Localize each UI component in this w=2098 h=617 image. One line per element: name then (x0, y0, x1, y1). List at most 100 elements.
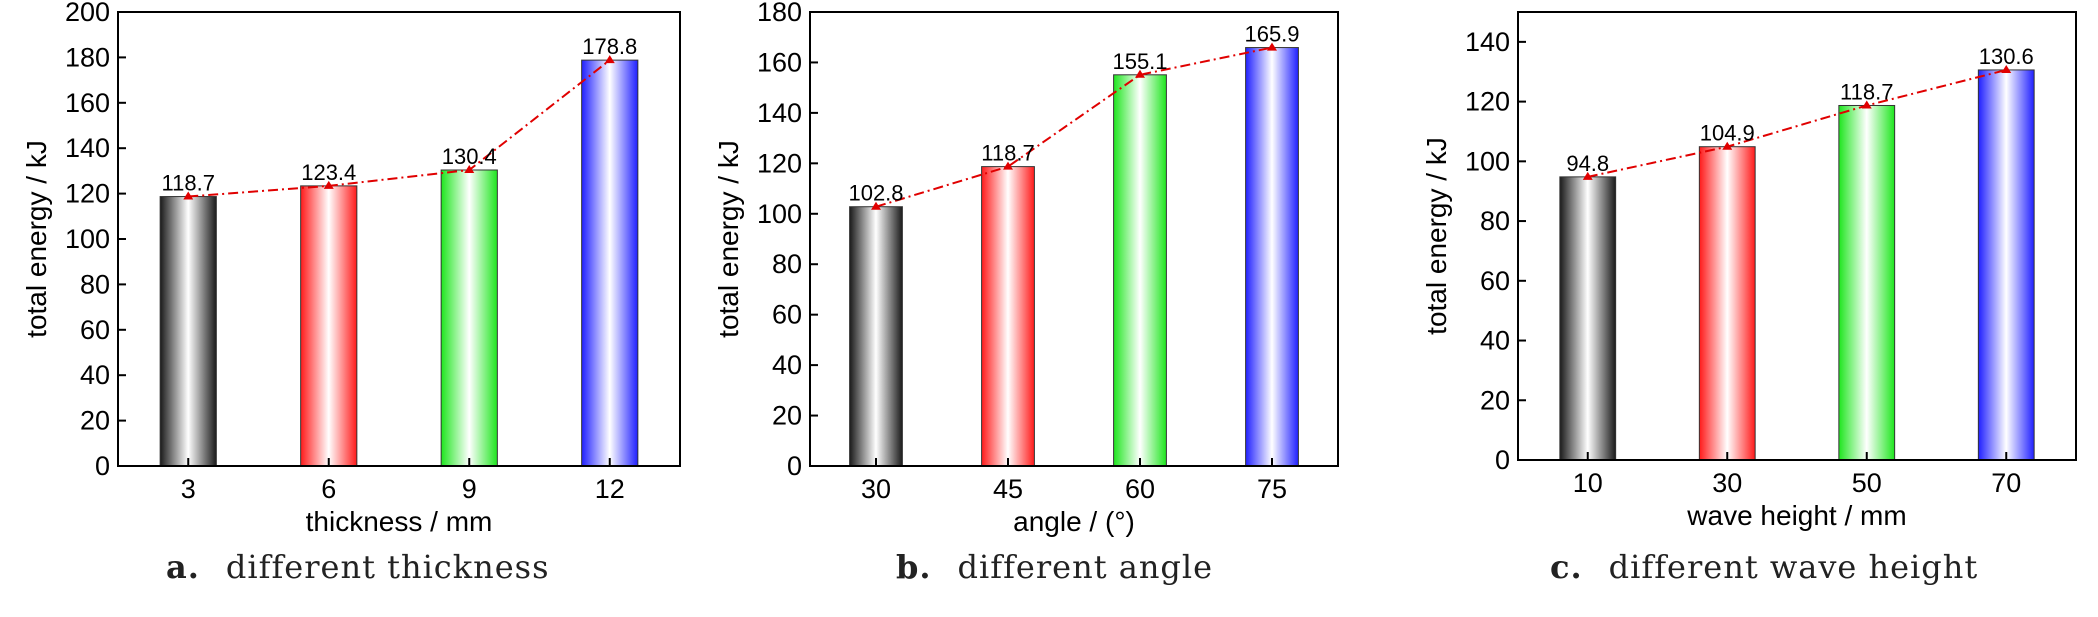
data-label-6: 123.4 (301, 160, 356, 185)
y-tick-label: 40 (772, 350, 802, 380)
y-tick-label: 100 (65, 224, 110, 254)
x-tick-label: 70 (1991, 468, 2021, 498)
y-tick-label: 140 (1465, 27, 1510, 57)
data-label-10: 94.8 (1566, 151, 1609, 176)
y-tick-label: 0 (1495, 445, 1510, 475)
y-tick-label: 180 (757, 0, 802, 27)
y-tick-label: 40 (80, 360, 110, 390)
trend-marker-50 (1861, 100, 1872, 109)
x-tick-label: 50 (1852, 468, 1882, 498)
plot-frame (809, 11, 1339, 467)
x-axis-label: wave height / mm (1686, 500, 1906, 531)
chart-a-svg: 118.7 123.4 130.4 178.8 0 20 40 60 80 100 120 140 16… (21, 0, 681, 537)
data-label-30: 104.9 (1700, 121, 1755, 146)
y-tick-label: 120 (1465, 87, 1510, 117)
trend-marker-6 (323, 180, 334, 189)
y-tick-label: 60 (772, 300, 802, 330)
caption-a: a. different thickness (166, 548, 550, 586)
y-tick-label: 0 (95, 451, 110, 481)
x-axis-label: thickness / mm (306, 506, 493, 537)
x-tick-label: 30 (1712, 468, 1742, 498)
y-tick-label: 120 (65, 179, 110, 209)
bar-6 (300, 185, 358, 467)
y-axis-label: total energy / kJ (1421, 137, 1452, 335)
y-tick-label: 60 (1480, 266, 1510, 296)
chart-panel-b: 102.8 118.7 155.1 165.9 0 20 40 60 80 100 120 140 16… (700, 0, 1400, 617)
data-label-30: 102.8 (848, 181, 903, 206)
data-label-60: 155.1 (1112, 49, 1167, 74)
x-tick-label: 60 (1125, 474, 1155, 504)
data-label-50: 118.7 (1840, 79, 1893, 104)
bar-30 (849, 206, 903, 467)
chart-panel-a: 118.7 123.4 130.4 178.8 0 20 40 60 80 100 120 140 16… (0, 0, 700, 617)
trend-marker-9 (464, 164, 475, 173)
y-tick-label: 60 (80, 315, 110, 345)
trend-marker-10 (1582, 171, 1593, 180)
data-label-45: 118.7 (981, 141, 1034, 166)
x-tick-label: 45 (993, 474, 1023, 504)
data-label-75: 165.9 (1244, 22, 1299, 47)
trend-marker-3 (183, 191, 194, 200)
trend-line (875, 46, 1273, 208)
trend-marker-45 (1003, 161, 1013, 170)
caption-b-label: b. (896, 548, 932, 586)
y-tick-label: 200 (65, 0, 110, 27)
bar-10 (1559, 176, 1617, 461)
data-label-12: 178.8 (582, 34, 637, 59)
x-tick-label: 3 (181, 474, 196, 504)
bar-60 (1113, 74, 1167, 467)
y-tick-label: 80 (80, 269, 110, 299)
y-axis-label: total energy / kJ (21, 140, 52, 338)
y-tick-label: 100 (1465, 146, 1510, 176)
chart-c-svg: 94.8 104.9 118.7 130.6 0 20 40 60 80 100 120 140 10 3… (1421, 11, 2077, 531)
trend-line (188, 59, 611, 198)
bar-75 (1245, 47, 1299, 467)
bar-30 (1698, 146, 1756, 461)
x-tick-label: 6 (321, 474, 336, 504)
y-tick-label: 80 (1480, 206, 1510, 236)
bar-12 (581, 59, 639, 467)
chart-b-svg: 102.8 118.7 155.1 165.9 0 20 40 60 80 100 120 140 16… (713, 0, 1339, 537)
caption-c-text: different wave height (1608, 548, 1979, 586)
bar-70 (1977, 69, 2035, 461)
x-tick-label: 75 (1257, 474, 1287, 504)
y-tick-label: 20 (80, 406, 110, 436)
y-tick-label: 20 (772, 401, 802, 431)
caption-a-text: different thickness (225, 548, 550, 586)
trend-marker-70 (2001, 64, 2012, 73)
bar-9 (440, 169, 498, 467)
bar-45 (981, 166, 1035, 467)
bar-3 (159, 196, 217, 467)
y-tick-label: 160 (757, 47, 802, 77)
caption-a-label: a. (166, 548, 200, 586)
caption-c-label: c. (1550, 548, 1583, 586)
x-tick-label: 30 (861, 474, 891, 504)
trend-marker-12 (604, 55, 615, 64)
y-tick-label: 100 (757, 199, 802, 229)
data-label-3: 118.7 (162, 171, 215, 196)
y-tick-label: 40 (1480, 326, 1510, 356)
trend-marker-75 (1267, 42, 1277, 51)
y-tick-label: 140 (757, 98, 802, 128)
y-tick-label: 20 (1480, 385, 1510, 415)
caption-b-text: different angle (957, 548, 1214, 586)
caption-c: c. different wave height (1550, 548, 1978, 586)
plot-frame (1517, 11, 2077, 461)
data-label-9: 130.4 (442, 144, 497, 169)
y-tick-label: 0 (787, 451, 802, 481)
bar-50 (1838, 104, 1896, 461)
x-tick-label: 9 (462, 474, 477, 504)
x-axis-label: angle / (°) (1013, 506, 1135, 537)
y-axis-label: total energy / kJ (713, 140, 744, 338)
y-tick-label: 160 (65, 88, 110, 118)
y-tick-label: 180 (65, 42, 110, 72)
trend-marker-30 (871, 201, 881, 210)
y-tick-label: 140 (65, 133, 110, 163)
y-tick-label: 120 (757, 148, 802, 178)
data-label-70: 130.6 (1979, 44, 2034, 69)
x-tick-label: 12 (595, 474, 625, 504)
chart-panel-c: 94.8 104.9 118.7 130.6 0 20 40 60 80 100 120 140 10 3… (1400, 0, 2098, 617)
trend-line (1587, 68, 2007, 178)
x-tick-label: 10 (1573, 468, 1603, 498)
trend-marker-60 (1135, 69, 1145, 78)
